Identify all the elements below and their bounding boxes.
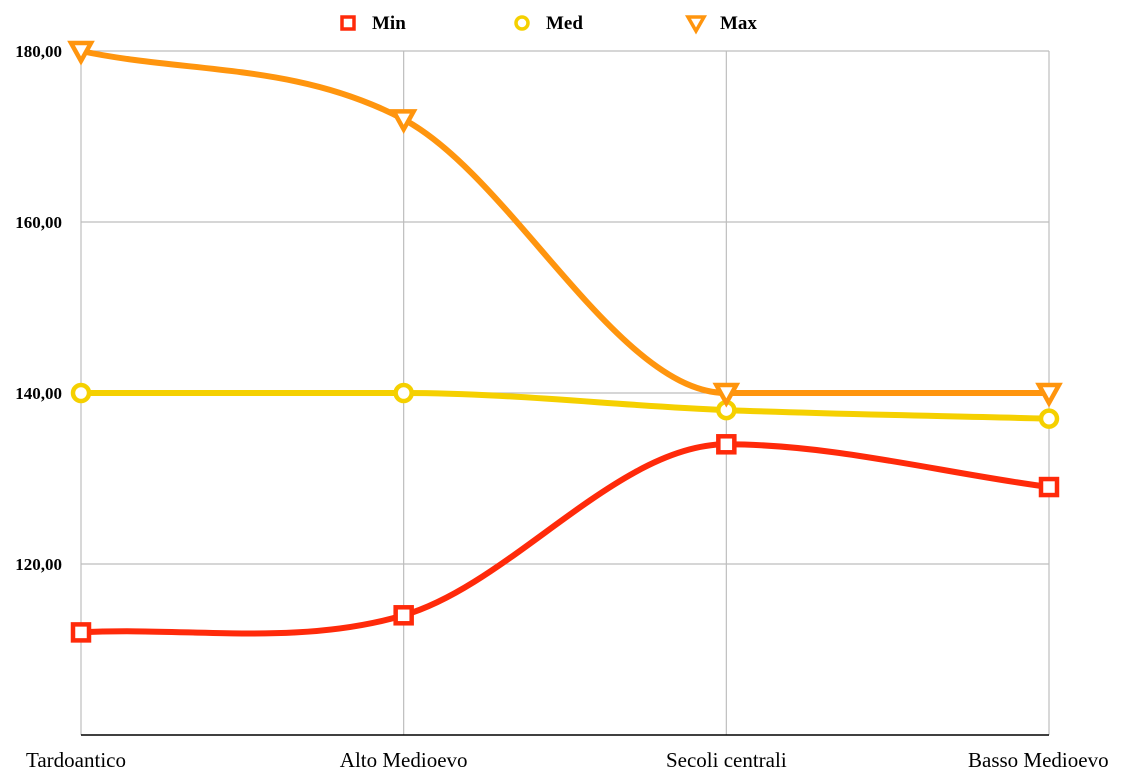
data-point-med (70, 382, 92, 404)
data-point-min (393, 605, 414, 626)
data-point-med (393, 382, 414, 404)
legend-label-med: Med (546, 13, 583, 34)
series-lines (78, 48, 1052, 637)
data-point-min (1038, 476, 1060, 498)
data-point-max (67, 40, 95, 66)
legend-item-med: Med (514, 13, 583, 34)
y-tick-label: 120,00 (15, 555, 62, 574)
legend-marker-max (684, 15, 708, 35)
data-point-max (712, 382, 741, 408)
data-point-med (1038, 408, 1060, 429)
legend-label-min: Min (372, 13, 406, 34)
legend-item-min: Min (340, 13, 406, 34)
y-tick-label: 140,00 (15, 384, 62, 403)
data-point-max (1035, 382, 1063, 408)
y-tick-labels: 120,00 140,00 160,00 180,00 (15, 42, 62, 574)
y-tick-label: 160,00 (15, 213, 62, 232)
data-point-min (716, 434, 737, 455)
data-point-max (389, 109, 418, 135)
series-line-med (78, 389, 1052, 422)
x-tick-label: Basso Medioevo (968, 748, 1109, 769)
legend-marker-med (514, 15, 530, 31)
legend-label-max: Max (720, 13, 757, 34)
y-tick-label: 180,00 (15, 42, 62, 61)
legend: Min Med Max (340, 13, 757, 35)
legend-marker-min (340, 15, 356, 31)
legend-item-max: Max (684, 13, 757, 35)
x-tick-label: Secoli centrali (666, 748, 787, 769)
x-tick-label: Tardoantico (26, 748, 126, 769)
x-tick-label: Alto Medioevo (340, 748, 468, 769)
data-point-min (70, 622, 92, 643)
series-line-max (78, 48, 1052, 397)
x-tick-labels: Tardoantico Alto Medioevo Secoli centrali B… (26, 748, 1109, 769)
series-markers (67, 40, 1063, 643)
series-line-min (78, 441, 1052, 637)
